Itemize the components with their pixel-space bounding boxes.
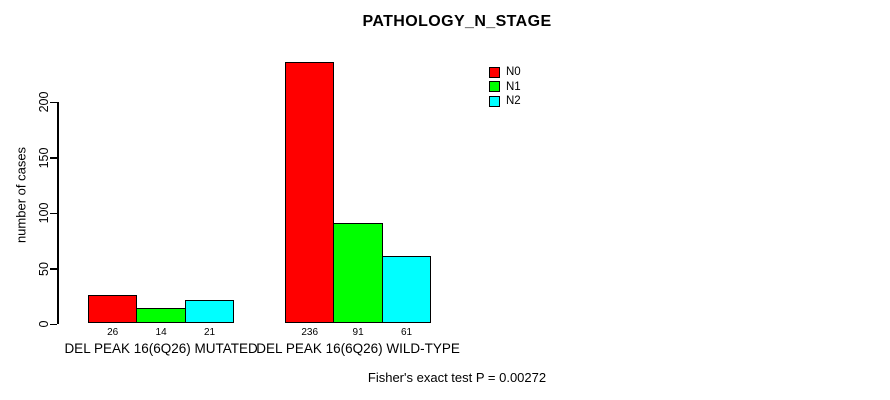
bar-value-label: 21	[203, 327, 216, 338]
bar-value-label: 26	[107, 327, 119, 338]
bar-n1-group2	[333, 222, 383, 324]
y-axis-tick	[50, 268, 57, 270]
legend-swatch-n0	[489, 66, 500, 78]
y-axis-tick-label: 150	[37, 147, 51, 169]
bar-value-label: 236	[301, 327, 319, 338]
bar-n2-group2	[381, 255, 432, 324]
statistics-note: Fisher's exact test P = 0.00272	[367, 370, 547, 385]
bar-n2-group1	[184, 300, 235, 324]
y-axis-title: number of cases	[13, 146, 29, 244]
legend-swatch-n2	[489, 95, 500, 107]
y-axis-tick-label: 50	[37, 261, 51, 276]
y-axis-line	[57, 101, 59, 325]
y-axis-tick-label: 100	[37, 202, 51, 224]
chart-title: PATHOLOGY_N_STAGE	[362, 13, 552, 30]
bar-n0-group1	[88, 294, 138, 324]
y-axis-tick	[50, 101, 57, 104]
category-label: DEL PEAK 16(6Q26) MUTATED	[64, 341, 258, 356]
legend-item-n2: N2	[489, 95, 521, 107]
legend-item-n0: N0	[489, 66, 521, 78]
bar-n0-group2	[285, 62, 335, 324]
legend-swatch-n1	[489, 81, 500, 93]
legend-label: N0	[506, 66, 521, 78]
legend-label: N1	[506, 80, 521, 93]
legend-item-n1: N1	[489, 81, 521, 93]
bar-n1-group1	[136, 307, 186, 324]
y-axis-tick-label: 200	[37, 91, 51, 113]
y-axis-tick	[50, 323, 57, 325]
y-axis-tick-label: 0	[37, 320, 51, 328]
y-axis-tick	[50, 157, 57, 159]
bar-value-label: 91	[352, 327, 364, 338]
bar-value-label: 61	[400, 327, 413, 338]
legend-label: N2	[506, 95, 521, 108]
category-label: DEL PEAK 16(6Q26) WILD-TYPE	[256, 341, 460, 356]
bar-value-label: 14	[155, 327, 167, 338]
y-axis-tick	[50, 212, 57, 215]
